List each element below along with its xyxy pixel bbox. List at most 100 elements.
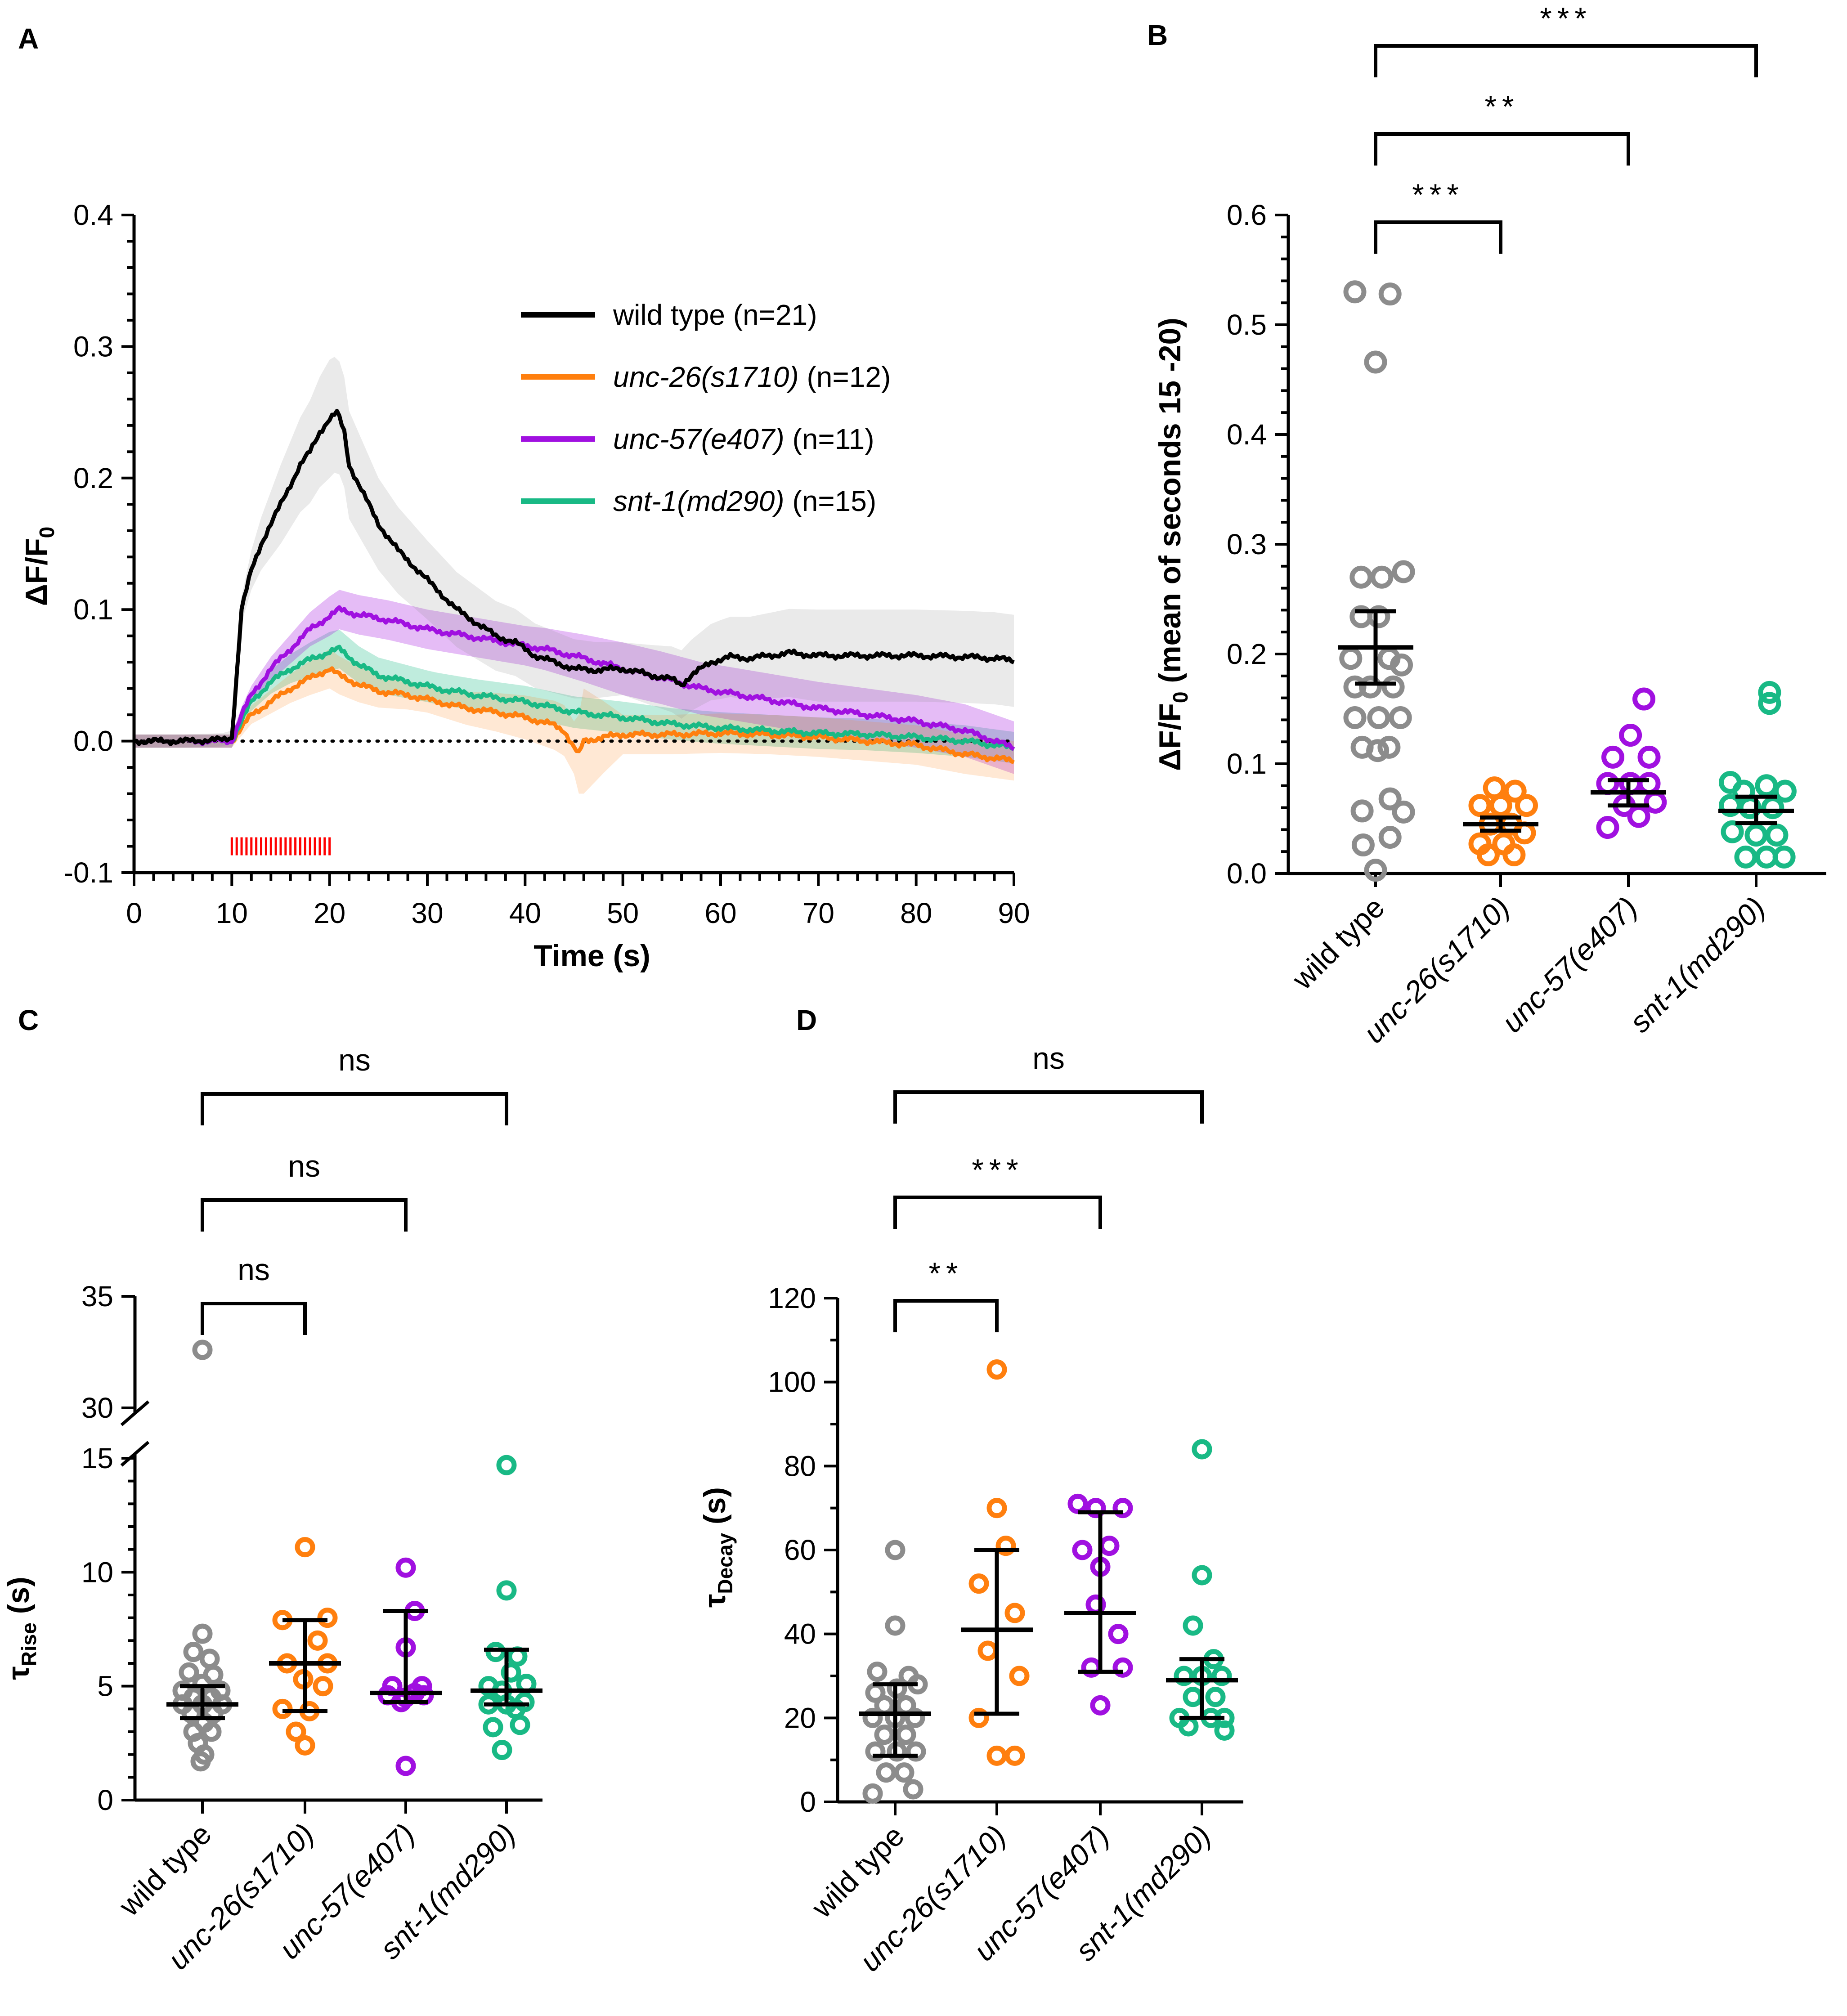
data-point-wild_type xyxy=(190,1751,211,1772)
significance-bracket xyxy=(1374,220,1502,254)
data-point-outlier-wild_type xyxy=(192,1340,213,1360)
data-point-wild_type xyxy=(894,1762,915,1783)
data-point-unc26 xyxy=(995,1536,1016,1556)
y-tick-label: 0.3 xyxy=(73,330,113,363)
data-point-unc26 xyxy=(1515,794,1538,817)
data-point-wild_type xyxy=(1351,833,1375,857)
x-tick-label: 90 xyxy=(998,897,1030,929)
data-point-wild_type xyxy=(183,1642,204,1662)
data-point-unc57 xyxy=(1632,687,1655,711)
significance-label: ** xyxy=(1485,90,1520,124)
significance-bracket xyxy=(893,1196,1102,1229)
y-tick-label: 30 xyxy=(81,1392,113,1424)
significance-bracket xyxy=(201,1198,408,1232)
data-point-wild_type xyxy=(1366,739,1390,762)
data-point-unc26 xyxy=(977,1640,998,1661)
significance-label: ns xyxy=(238,1253,270,1287)
data-point-wild_type xyxy=(1378,787,1402,811)
data-point-snt1 xyxy=(501,1662,521,1683)
data-point-unc57 xyxy=(1112,1498,1133,1519)
category-label: wild type xyxy=(1285,891,1391,996)
data-point-unc57 xyxy=(1619,724,1642,747)
data-point-snt1 xyxy=(1214,1720,1235,1741)
y-tick-label: 0 xyxy=(97,1784,113,1816)
data-point-snt1 xyxy=(492,1740,512,1761)
data-point-wild_type xyxy=(885,1540,906,1560)
data-point-wild_type xyxy=(1367,706,1390,730)
category-label: unc-57(e407) xyxy=(1495,891,1644,1039)
data-point-snt1 xyxy=(1761,796,1784,820)
data-point-unc26 xyxy=(295,1537,315,1558)
y-tick-label: 0.0 xyxy=(1227,857,1267,890)
data-point-unc57 xyxy=(1108,1624,1129,1644)
data-point-unc57 xyxy=(1067,1493,1088,1514)
data-point-wild_type xyxy=(903,1779,924,1800)
significance-bracket xyxy=(1374,132,1630,166)
data-point-unc57 xyxy=(395,1557,416,1578)
panel-label-d: D xyxy=(796,1004,817,1036)
data-point-unc57 xyxy=(1085,1498,1106,1519)
data-point-unc26 xyxy=(313,1676,333,1697)
data-point-snt1 xyxy=(1758,692,1781,715)
significance-bracket xyxy=(893,1299,999,1332)
category-label: wild type xyxy=(112,1817,218,1923)
data-point-snt1 xyxy=(1721,820,1744,843)
data-point-unc57 xyxy=(395,1756,416,1776)
significance-label: *** xyxy=(1540,1,1591,36)
data-point-unc26 xyxy=(986,1359,1007,1380)
data-point-unc26 xyxy=(307,1630,328,1651)
significance-label: ** xyxy=(929,1256,964,1290)
data-point-snt1 xyxy=(510,1715,530,1735)
data-point-wild_type xyxy=(1364,350,1387,374)
y-tick-label: -0.1 xyxy=(64,856,113,889)
data-point-wild_type xyxy=(867,1662,888,1682)
data-point-unc57 xyxy=(1627,805,1650,828)
data-point-unc57 xyxy=(1596,816,1619,839)
data-point-wild_type xyxy=(1367,605,1390,628)
y-axis-title: ΔF/F0 xyxy=(19,527,58,606)
data-point-wild_type xyxy=(876,1762,897,1783)
data-point-unc26 xyxy=(1004,1745,1025,1766)
data-point-wild_type xyxy=(865,1741,886,1762)
y-tick-label: 40 xyxy=(784,1618,816,1650)
data-point-wild_type xyxy=(192,1623,213,1644)
data-point-snt1 xyxy=(496,1580,517,1601)
series-line-unc26 xyxy=(134,666,1015,765)
axis-break-mark xyxy=(120,1441,150,1467)
data-point-wild_type xyxy=(905,1707,925,1728)
data-point-wild_type xyxy=(1392,560,1415,583)
data-point-snt1 xyxy=(1192,1565,1212,1586)
data-point-snt1 xyxy=(1772,845,1796,869)
panel-label-a: A xyxy=(18,22,39,55)
y-tick-label: 0.1 xyxy=(73,593,113,626)
y-tick-label: 0.0 xyxy=(73,725,113,757)
data-point-unc57 xyxy=(1090,1695,1111,1716)
data-point-wild_type xyxy=(1390,653,1413,676)
y-tick-label: 120 xyxy=(768,1282,816,1314)
y-tick-label: 0.2 xyxy=(1227,638,1267,670)
y-tick-label: 60 xyxy=(784,1534,816,1566)
data-point-unc26 xyxy=(272,1698,293,1719)
data-point-wild_type xyxy=(1378,825,1402,849)
data-point-wild_type xyxy=(862,1707,883,1728)
data-point-unc57 xyxy=(1596,772,1619,795)
data-point-wild_type xyxy=(201,1721,222,1742)
data-point-wild_type xyxy=(1389,706,1412,730)
data-point-unc57 xyxy=(1072,1540,1093,1560)
data-point-unc57 xyxy=(1637,745,1661,769)
data-point-unc26 xyxy=(968,1573,989,1594)
data-point-unc26 xyxy=(286,1721,306,1742)
data-point-snt1 xyxy=(1744,824,1768,847)
y-axis-title: ΔF/F0 (mean of seconds 15 -20) xyxy=(1153,318,1192,771)
data-point-wild_type xyxy=(1392,800,1415,824)
panel-label-b: B xyxy=(1147,19,1168,51)
x-tick-label: 70 xyxy=(802,897,834,929)
data-point-unc57 xyxy=(1601,745,1624,769)
data-point-unc26 xyxy=(986,1745,1007,1766)
y-tick-label: 0.6 xyxy=(1227,199,1267,231)
y-axis-title: τDecay (s) xyxy=(698,1487,737,1608)
legend-label-wt_line: wild type (n=21) xyxy=(613,299,817,331)
y-tick-label: 0 xyxy=(800,1786,816,1818)
